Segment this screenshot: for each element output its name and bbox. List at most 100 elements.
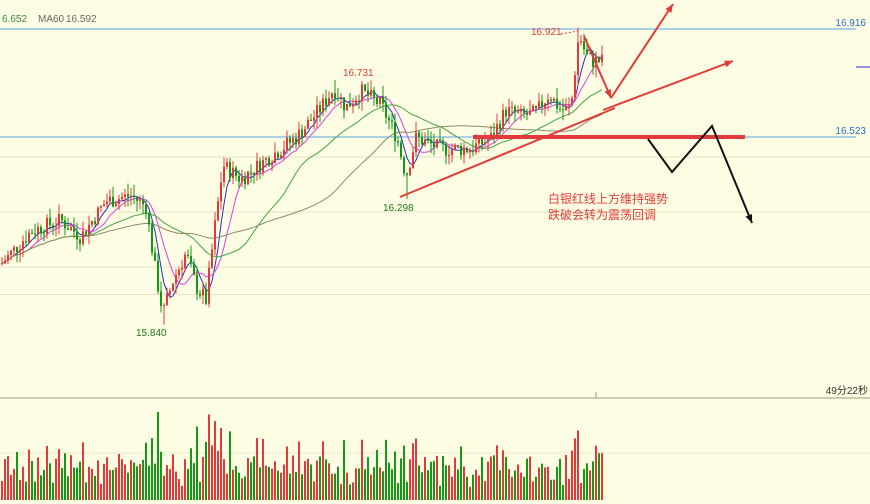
volume-bar xyxy=(163,475,165,500)
candle-body xyxy=(544,103,546,108)
volume-bar xyxy=(88,466,90,500)
candle-body xyxy=(277,152,279,158)
candle-body xyxy=(514,106,516,113)
volume-bar xyxy=(106,457,108,500)
volume-bar xyxy=(508,469,510,500)
volume-bar xyxy=(439,485,441,500)
candle-body xyxy=(268,158,270,166)
volume-bar xyxy=(229,431,231,500)
candle-body xyxy=(55,225,57,228)
volume-bar xyxy=(352,482,354,500)
volume-bar xyxy=(550,479,552,500)
candle-body xyxy=(478,136,480,144)
candle-body xyxy=(43,233,45,235)
candle-body xyxy=(214,220,216,250)
candle-body xyxy=(520,108,522,112)
breakdown-arrow xyxy=(647,124,753,224)
candle-body xyxy=(376,97,378,104)
candle-body xyxy=(85,231,87,236)
candle-body xyxy=(172,283,174,291)
candle-body xyxy=(307,119,309,129)
candle-body xyxy=(586,49,588,54)
volume-bar xyxy=(544,467,546,500)
volume-bar xyxy=(121,459,123,500)
volume-bar xyxy=(220,427,222,500)
lower-level-tag: 16.523 xyxy=(835,126,866,137)
candle-body xyxy=(436,139,438,148)
candle-body xyxy=(184,254,186,268)
volume-bar xyxy=(22,466,24,500)
candle-body xyxy=(217,201,219,221)
candle-body xyxy=(121,197,123,200)
volume-bar xyxy=(325,459,327,500)
volume-bar xyxy=(175,471,177,500)
volume-bar xyxy=(193,463,195,500)
candle-body xyxy=(49,217,51,226)
volume-bar xyxy=(577,430,579,500)
ma60-value: 16.592 xyxy=(66,14,97,25)
candle-body xyxy=(115,204,117,207)
candle-body xyxy=(274,152,276,163)
candle-body xyxy=(247,171,249,185)
volume-bar xyxy=(337,466,339,500)
candle-body xyxy=(574,75,576,98)
candle-body xyxy=(226,161,228,167)
volume-bar xyxy=(277,470,279,500)
volume-bar xyxy=(85,482,87,500)
candle-body xyxy=(457,144,459,147)
candle-body xyxy=(88,224,90,236)
volume-bar xyxy=(322,441,324,500)
ma60-label: MA60 xyxy=(38,14,65,25)
volume-bar xyxy=(178,479,180,500)
candle-body xyxy=(562,109,564,111)
volume-bar xyxy=(475,469,477,500)
volume-bar xyxy=(187,468,189,500)
candle-body xyxy=(145,204,147,214)
candle-body xyxy=(361,84,363,102)
candle-body xyxy=(325,98,327,106)
volume-bar xyxy=(343,440,345,500)
candle-body xyxy=(388,117,390,121)
candle-body xyxy=(166,294,168,305)
volume-bar xyxy=(595,445,597,500)
volume-bar xyxy=(562,485,564,500)
pullback-arrow xyxy=(583,35,612,99)
volume-bar xyxy=(553,479,555,500)
volume-bar xyxy=(211,445,213,500)
candle-body xyxy=(565,105,567,111)
volume-bar xyxy=(184,459,186,500)
candle-body xyxy=(28,232,30,243)
candle-body xyxy=(463,147,465,156)
candle-body xyxy=(259,160,261,173)
candle-body xyxy=(295,138,297,145)
candle-body xyxy=(475,143,477,153)
volume-bar xyxy=(454,457,456,500)
candle-body xyxy=(481,136,483,145)
candle-body xyxy=(181,267,183,270)
volume-bar xyxy=(124,464,126,500)
volume-bar xyxy=(442,455,444,500)
candle-body xyxy=(493,132,495,137)
candle-body xyxy=(412,152,414,168)
candle-body xyxy=(352,104,354,107)
volume-bar xyxy=(355,468,357,500)
annotation-line-1: 白银红线上方维持强势 xyxy=(548,191,668,206)
candle-body xyxy=(397,141,399,143)
candle-body xyxy=(334,93,336,99)
volume-bar xyxy=(481,457,483,500)
candle-body xyxy=(589,53,591,55)
volume-bar xyxy=(448,465,450,500)
volume-bar xyxy=(511,476,513,500)
candle-body xyxy=(151,224,153,253)
candle-body xyxy=(10,250,12,256)
volume-bar xyxy=(469,486,471,500)
volume-bar xyxy=(283,464,285,500)
volume-bar xyxy=(46,445,48,500)
volume-bar xyxy=(517,464,519,500)
volume-bar xyxy=(289,473,291,500)
volume-bar xyxy=(418,465,420,500)
candle-body xyxy=(241,176,243,182)
volume-bar xyxy=(145,442,147,500)
breakout-arrow xyxy=(610,3,674,99)
candle-body xyxy=(592,53,594,67)
